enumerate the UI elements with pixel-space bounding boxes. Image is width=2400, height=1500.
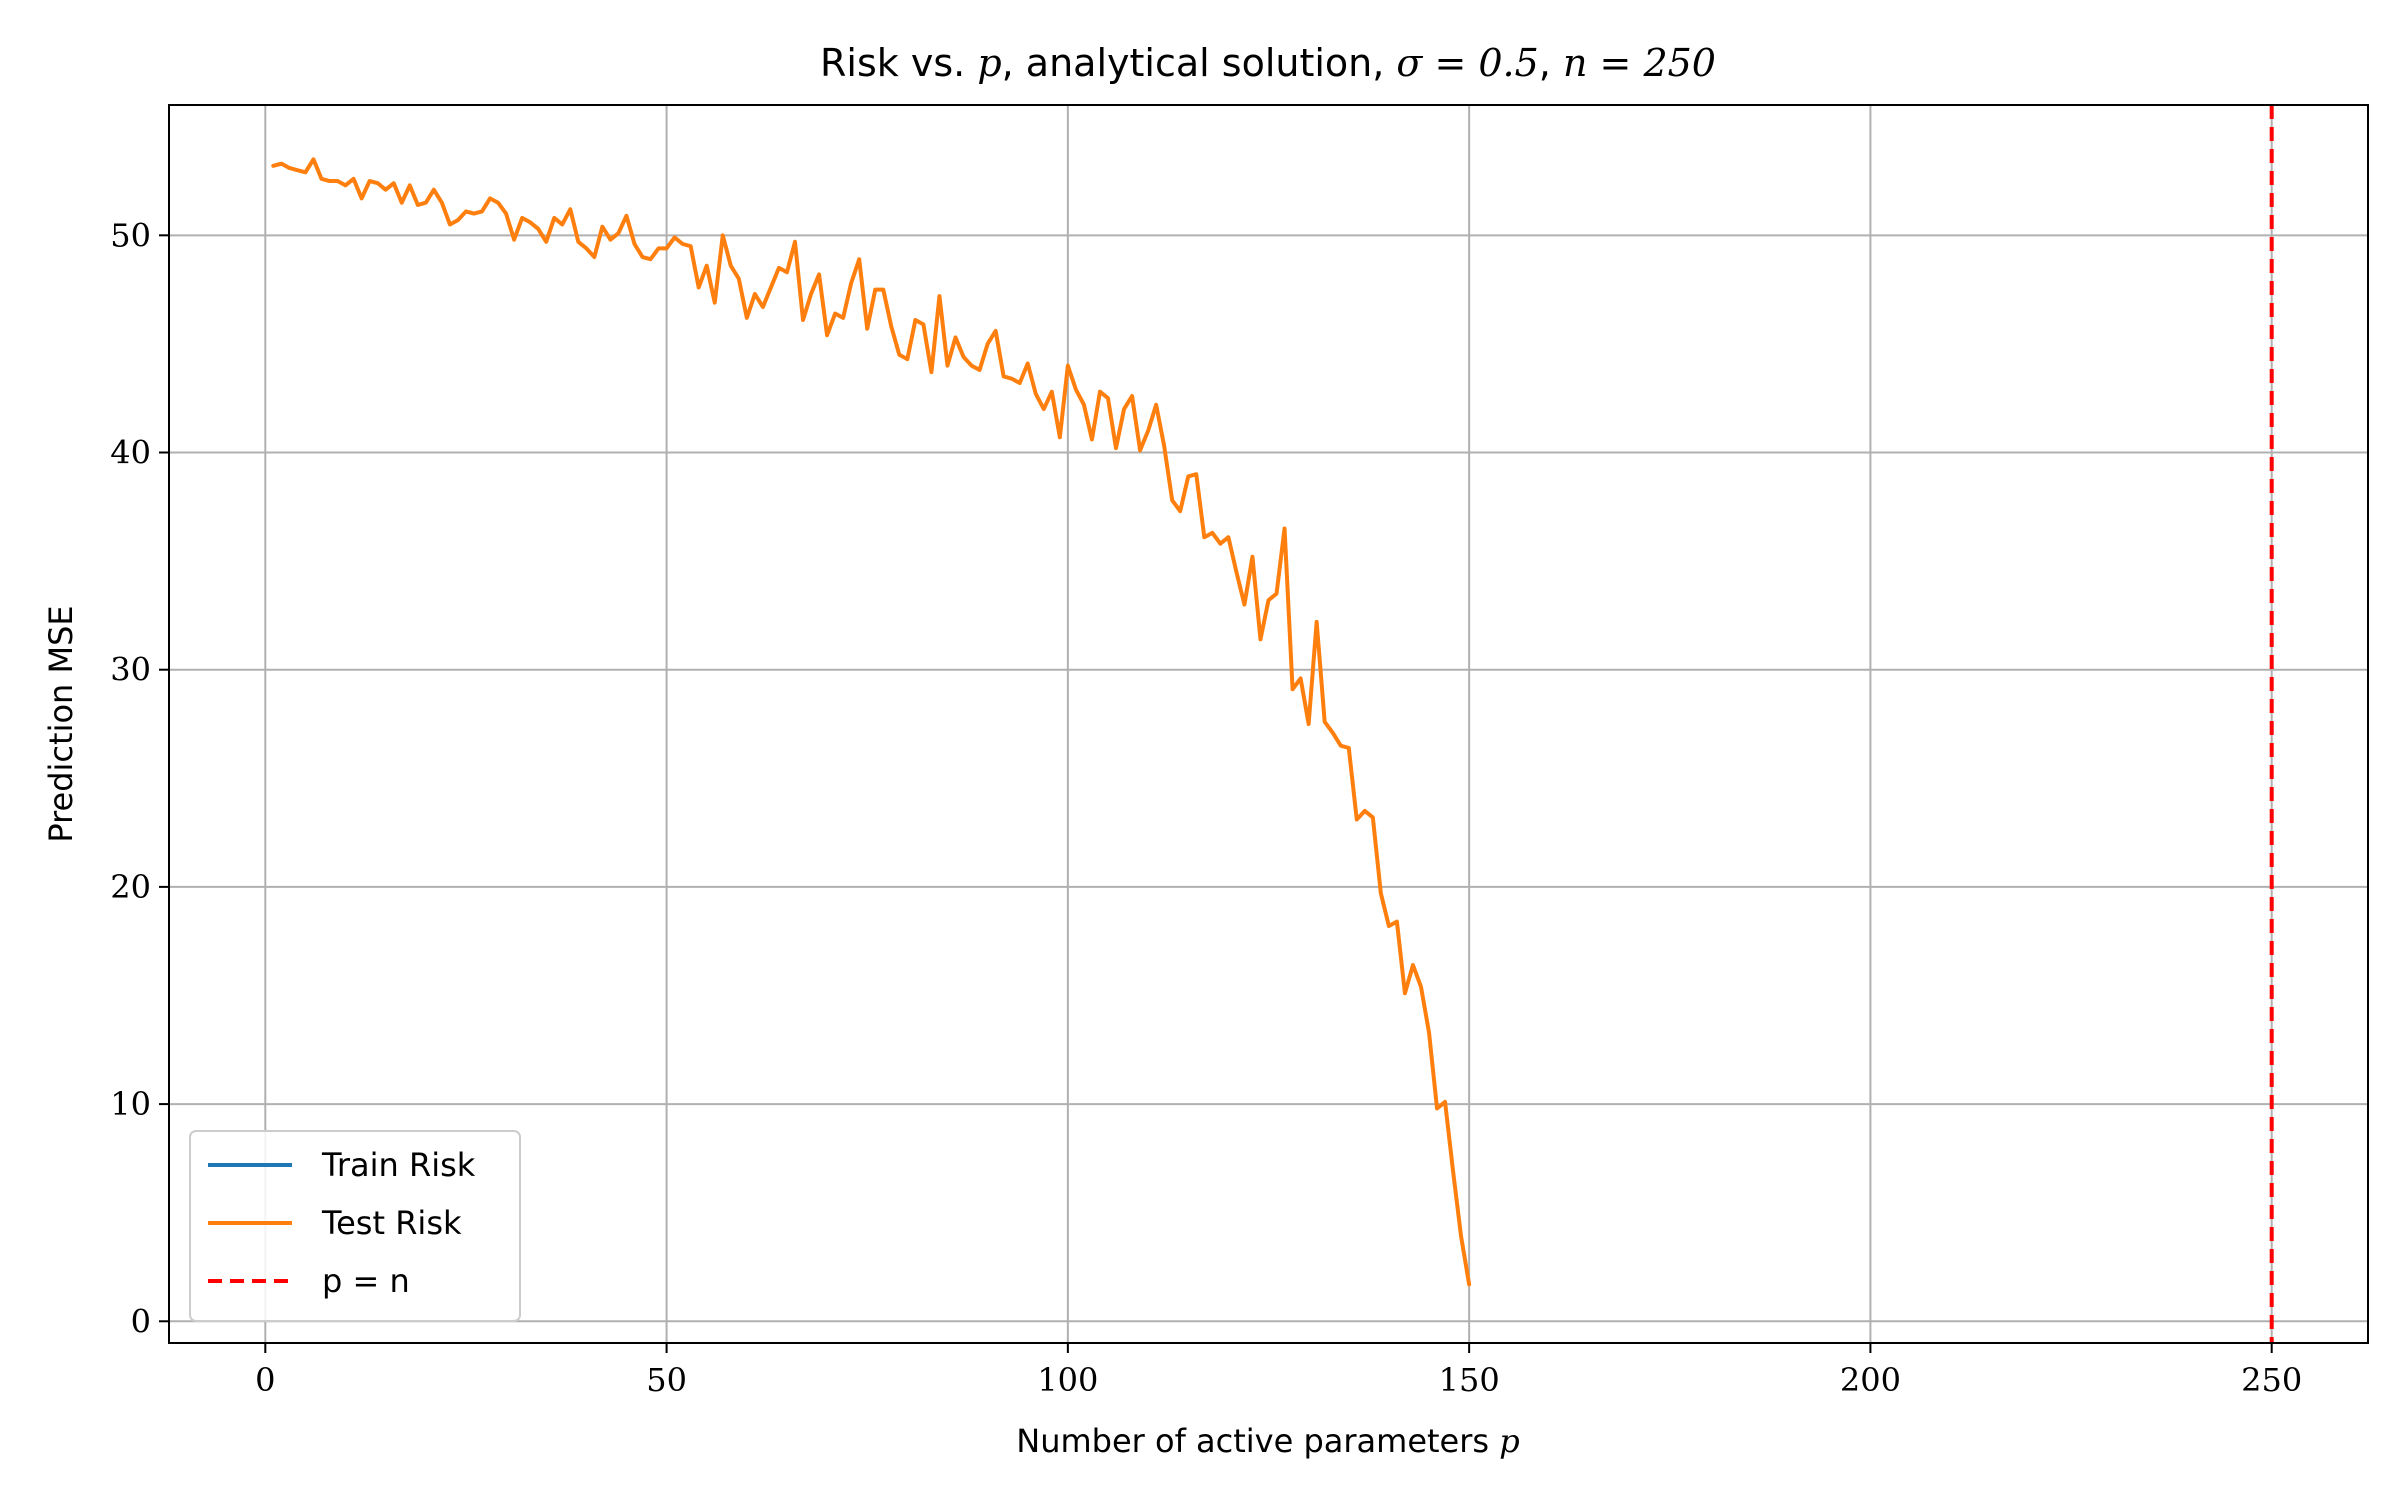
x-tick-label: 250 (2241, 1361, 2302, 1399)
legend-label-train: Train Risk (321, 1146, 476, 1184)
x-tick-label: 150 (1439, 1361, 1500, 1399)
title-var-p: p (977, 41, 1001, 85)
x-tick-label: 50 (646, 1361, 687, 1399)
y-tick-label: 50 (110, 216, 151, 254)
x-tick-label: 100 (1037, 1361, 1098, 1399)
legend-box (189, 1130, 521, 1322)
x-tick-label: 0 (255, 1361, 275, 1399)
plot-background (169, 105, 2368, 1343)
axes-frame (168, 104, 2369, 1344)
legend-label-pn: p = n (322, 1262, 410, 1300)
y-tick-label: 40 (110, 434, 151, 472)
x-axis-label-text: Number of active parameters (1016, 1422, 1499, 1460)
title-middle: , analytical solution, (1002, 41, 1397, 85)
x-axis-label-var: p (1499, 1422, 1519, 1460)
grid (169, 105, 2368, 1343)
title-sigma: σ = 0.5 (1396, 41, 1538, 85)
plot-area (271, 105, 2274, 1343)
title-prefix: Risk vs. (820, 41, 977, 85)
x-axis-label: Number of active parameters p (1016, 1422, 1519, 1460)
y-tick-label: 10 (110, 1085, 151, 1123)
x-tick-label: 200 (1840, 1361, 1901, 1399)
axis-ticks: 0 50 100 150 200 250 0 10 20 30 40 50 (110, 216, 2302, 1399)
y-axis-label: Prediction MSE (42, 605, 80, 842)
series-line-1 (271, 157, 1472, 1287)
legend-label-test: Test Risk (321, 1204, 462, 1242)
title-n: n = 250 (1563, 41, 1716, 85)
title-sep: , (1539, 41, 1563, 85)
y-tick-label: 20 (110, 868, 151, 906)
y-tick-label: 0 (131, 1302, 151, 1340)
legend: Train Risk Test Risk p = n (189, 1130, 521, 1322)
chart-title: Risk vs. p, analytical solution, σ = 0.5… (820, 41, 1716, 85)
y-tick-label: 30 (110, 651, 151, 689)
